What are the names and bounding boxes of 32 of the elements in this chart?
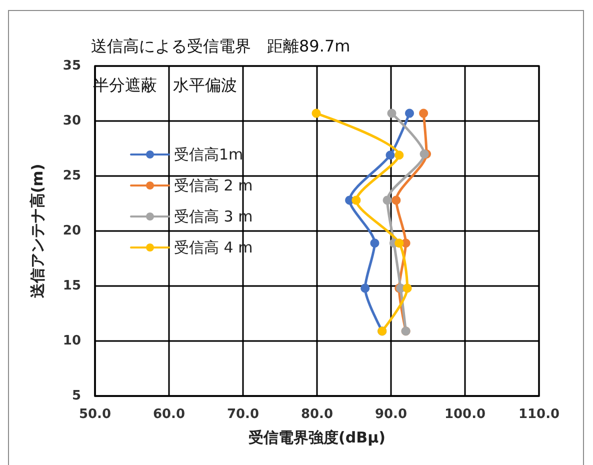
y-tick-label: 35 — [62, 58, 81, 74]
point — [382, 196, 392, 205]
x-tick-label: 80.0 — [300, 407, 334, 422]
point — [370, 238, 380, 248]
x-tick-label: 70.0 — [226, 407, 260, 422]
chart-title: 送信高による受信電界 距離89.7m — [91, 36, 350, 56]
y-tick-label: 10 — [62, 334, 81, 348]
point — [392, 196, 401, 205]
x-tick-label: 90.0 — [374, 407, 408, 422]
point — [419, 108, 428, 118]
y-tick-label: 25 — [62, 168, 81, 184]
point — [420, 150, 429, 158]
point — [402, 284, 412, 293]
x-tick-label: 60.0 — [152, 407, 186, 422]
y-tick-label: 15 — [62, 278, 81, 294]
point — [387, 108, 396, 118]
legend-label: 受信高1m — [174, 146, 244, 164]
point — [394, 150, 404, 160]
x-tick-label: 100.0 — [444, 407, 486, 422]
point — [394, 238, 404, 248]
point — [405, 108, 414, 118]
y-axis-title: 送信アンテナ高(m) — [28, 164, 46, 300]
y-tick-label: 20 — [62, 224, 81, 238]
point — [386, 150, 395, 160]
y-tick-label: 5 — [72, 388, 81, 404]
point — [352, 196, 361, 205]
point — [312, 108, 321, 118]
y-tick-label: 30 — [62, 114, 81, 128]
x-axis-title: 受信電界強度(dBμ) — [248, 428, 386, 446]
x-tick-label: 50.0 — [78, 407, 112, 422]
x-tick-label: 110.0 — [518, 407, 560, 422]
point — [360, 284, 370, 293]
